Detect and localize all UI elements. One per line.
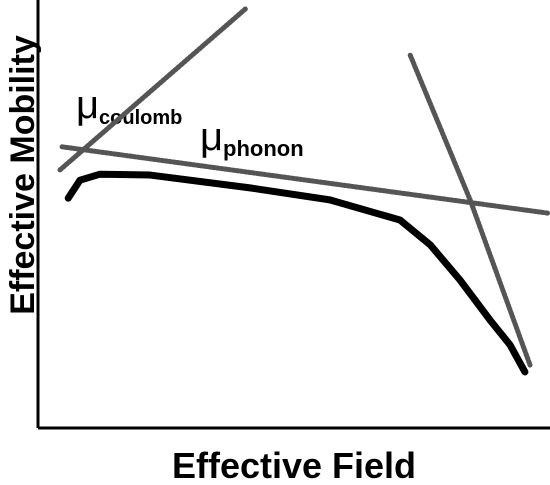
y-axis-label: Effective Mobility xyxy=(4,35,42,315)
x-axis-label: Effective Field xyxy=(172,445,416,485)
annotation-sub: phonon xyxy=(223,136,304,161)
component-line xyxy=(407,52,533,368)
annotation: μphonon xyxy=(200,115,304,161)
annotation: μcoulomb xyxy=(76,83,182,129)
component-line xyxy=(57,6,248,173)
total-line xyxy=(64,170,529,376)
component-line xyxy=(59,144,550,216)
annotation-symbol: μ xyxy=(200,115,223,159)
annotation-symbol: μ xyxy=(76,83,99,127)
annotation-sub: coulomb xyxy=(99,107,182,129)
